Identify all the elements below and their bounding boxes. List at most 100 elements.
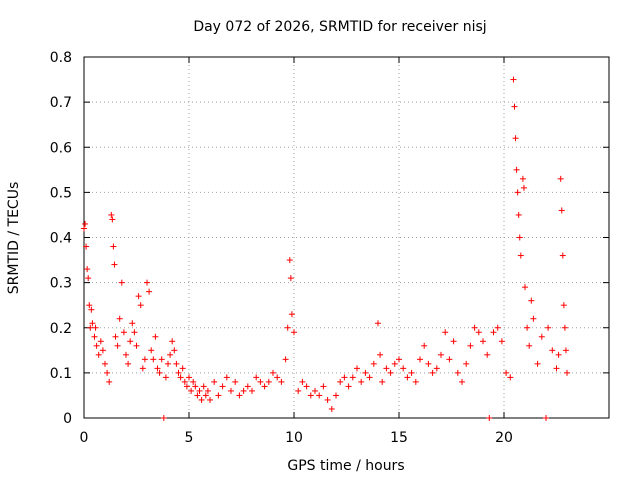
- data-point: [118, 279, 125, 286]
- data-point: [463, 360, 470, 367]
- data-point: [127, 338, 134, 345]
- data-point: [425, 360, 432, 367]
- data-point: [559, 252, 566, 259]
- data-point: [370, 360, 377, 367]
- data-point: [522, 284, 528, 291]
- data-point: [515, 211, 522, 218]
- data-point: [486, 415, 493, 421]
- data-point: [391, 360, 398, 367]
- data-point: [150, 356, 157, 363]
- data-point: [125, 360, 132, 367]
- data-point: [358, 378, 365, 385]
- data-point: [202, 392, 209, 399]
- data-point: [526, 342, 533, 349]
- data-point: [204, 387, 211, 394]
- data-point: [154, 365, 161, 372]
- data-point: [555, 351, 562, 358]
- data-point: [156, 369, 163, 376]
- data-point: [510, 76, 517, 83]
- data-point: [375, 320, 381, 327]
- y-tick-label: 0.7: [50, 95, 72, 111]
- chart-title: Day 072 of 2026, SRMTID for receiver nis…: [193, 19, 486, 35]
- data-point: [82, 220, 89, 227]
- data-point: [215, 392, 222, 399]
- data-point: [93, 342, 100, 349]
- data-point: [265, 378, 272, 385]
- data-point: [175, 369, 182, 376]
- data-point: [135, 293, 142, 300]
- data-point: [387, 369, 394, 376]
- data-point: [106, 378, 113, 385]
- data-point: [558, 207, 565, 214]
- y-tick-label: 0.8: [50, 50, 72, 66]
- data-point: [110, 243, 117, 250]
- data-point: [560, 302, 567, 309]
- data-point: [274, 374, 281, 381]
- data-point: [109, 216, 116, 223]
- data-point: [475, 329, 482, 336]
- data-point: [286, 257, 293, 264]
- data-point: [561, 324, 568, 331]
- data-point: [299, 378, 306, 385]
- data-point: [295, 387, 302, 394]
- data-point: [165, 360, 171, 367]
- data-point: [503, 369, 510, 376]
- x-axis-label: GPS time / hours: [287, 458, 404, 474]
- data-point: [270, 369, 276, 376]
- data-point: [200, 383, 207, 390]
- x-tick-label: 0: [80, 430, 89, 446]
- x-tick-label: 10: [285, 430, 303, 446]
- data-point: [240, 387, 247, 394]
- data-point: [379, 378, 386, 385]
- data-point: [284, 324, 291, 331]
- data-point: [112, 333, 119, 340]
- data-point: [287, 275, 294, 282]
- data-point: [438, 351, 444, 358]
- data-point: [223, 374, 230, 381]
- data-point: [171, 347, 178, 354]
- data-point: [337, 378, 344, 385]
- x-tick-label: 20: [495, 430, 513, 446]
- data-point: [543, 415, 549, 421]
- data-point: [177, 374, 184, 381]
- data-point: [517, 252, 524, 259]
- data-point: [377, 351, 384, 358]
- data-point: [516, 234, 523, 241]
- data-point: [366, 374, 373, 381]
- data-point: [257, 378, 264, 385]
- data-point: [524, 324, 531, 331]
- data-point: [95, 351, 102, 358]
- data-point: [129, 320, 136, 327]
- data-point: [341, 374, 348, 381]
- data-point: [278, 378, 285, 385]
- ticks-layer: [83, 56, 609, 419]
- data-point: [307, 392, 314, 399]
- data-point: [538, 333, 545, 340]
- data-point: [87, 324, 94, 331]
- data-point: [253, 374, 260, 381]
- data-point: [114, 342, 121, 349]
- data-point: [553, 365, 560, 372]
- data-point: [362, 369, 369, 376]
- data-point: [158, 356, 165, 363]
- data-point: [480, 338, 486, 345]
- data-point: [137, 302, 144, 309]
- data-point: [97, 338, 104, 345]
- data-point: [123, 351, 129, 358]
- data-point: [249, 387, 255, 394]
- data-point: [498, 338, 505, 345]
- data-point: [84, 266, 91, 273]
- data-point: [490, 329, 497, 336]
- y-tick-label: 0.5: [50, 185, 72, 201]
- data-point: [429, 369, 436, 376]
- data-point: [514, 189, 521, 196]
- data-point: [442, 329, 449, 336]
- data-point: [194, 392, 201, 399]
- data-point: [534, 360, 541, 367]
- data-point: [450, 338, 457, 345]
- data-point: [173, 360, 180, 367]
- data-point: [162, 374, 169, 381]
- data-point: [232, 378, 239, 385]
- data-point: [303, 383, 310, 390]
